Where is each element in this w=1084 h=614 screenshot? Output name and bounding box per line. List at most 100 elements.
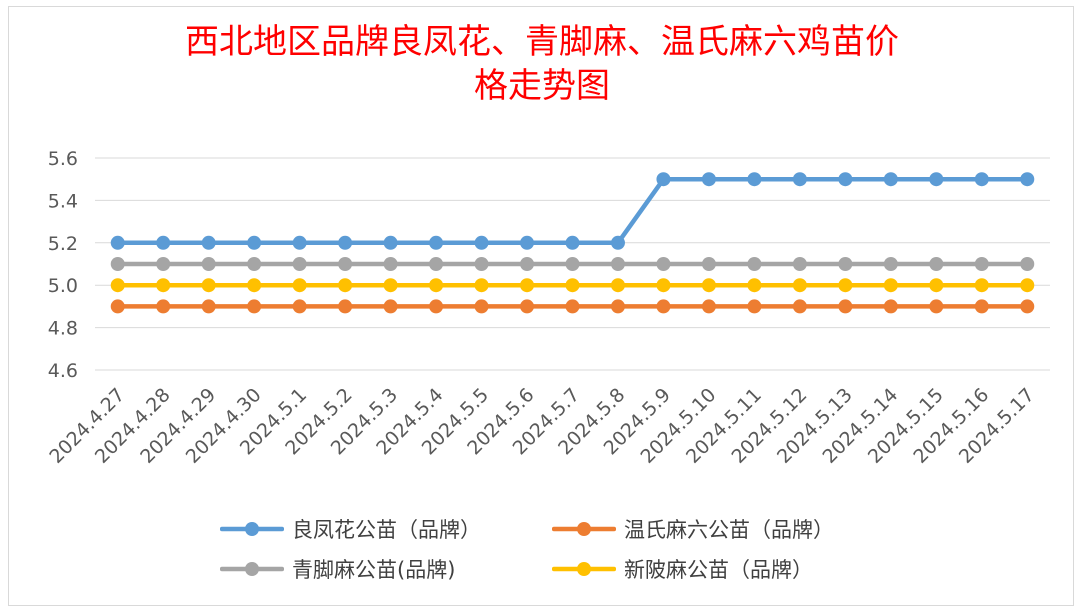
- data-point: [701, 299, 716, 314]
- data-point: [838, 172, 853, 187]
- data-point: [656, 257, 671, 271]
- legend-item[interactable]: 良凤花公苗（品牌）: [220, 514, 481, 544]
- data-point: [883, 257, 898, 271]
- data-point: [110, 235, 125, 250]
- data-point: [792, 172, 807, 187]
- data-point: [338, 257, 353, 271]
- data-point: [792, 257, 807, 271]
- series-line: [115, 176, 1030, 246]
- data-point: [565, 235, 580, 250]
- legend-item[interactable]: 青脚麻公苗(品牌): [220, 554, 455, 584]
- data-point: [156, 299, 171, 314]
- data-point: [429, 278, 444, 293]
- data-point: [656, 278, 671, 293]
- series-0: [110, 172, 1035, 250]
- data-point: [474, 299, 489, 314]
- data-point: [156, 235, 171, 250]
- data-point: [701, 278, 716, 293]
- chart-title: 西北地区品牌良凤花、青脚麻、温氏麻六鸡苗价 格走势图: [0, 20, 1084, 108]
- data-point: [565, 257, 580, 271]
- data-point: [338, 299, 353, 314]
- data-point: [792, 299, 807, 314]
- legend-label: 温氏麻六公苗（品牌）: [624, 518, 834, 542]
- data-point: [656, 299, 671, 314]
- data-point: [201, 278, 216, 293]
- data-point: [883, 172, 898, 187]
- y-tick-label: 5.6: [48, 148, 78, 170]
- data-point: [292, 278, 307, 293]
- legend-swatch: [220, 562, 284, 576]
- data-point: [520, 235, 535, 250]
- data-point: [929, 257, 944, 271]
- y-tick-label: 5.4: [48, 190, 78, 212]
- data-point: [156, 257, 171, 271]
- data-point: [838, 299, 853, 314]
- data-point: [474, 235, 489, 250]
- data-point: [929, 278, 944, 293]
- data-point: [429, 257, 444, 271]
- data-point: [610, 257, 625, 271]
- series-1: [110, 299, 1035, 314]
- data-point: [929, 172, 944, 187]
- legend-label: 新陂麻公苗（品牌）: [624, 558, 813, 582]
- data-point: [610, 299, 625, 314]
- data-point: [247, 278, 262, 293]
- data-point: [701, 172, 716, 187]
- chart-title-line-2: 格走势图: [474, 66, 610, 106]
- data-point: [338, 278, 353, 293]
- data-point: [1020, 257, 1035, 271]
- data-point: [383, 278, 398, 293]
- chart-title-line-1: 西北地区品牌良凤花、青脚麻、温氏麻六鸡苗价: [185, 22, 899, 62]
- data-point: [565, 278, 580, 293]
- data-point: [974, 278, 989, 293]
- data-point: [565, 299, 580, 314]
- data-point: [110, 257, 125, 271]
- series-3: [110, 278, 1035, 293]
- data-point: [520, 299, 535, 314]
- legend-swatch: [552, 562, 616, 576]
- legend-item[interactable]: 新陂麻公苗（品牌）: [552, 554, 813, 584]
- data-point: [1020, 278, 1035, 293]
- data-point: [747, 278, 762, 293]
- data-point: [383, 257, 398, 271]
- y-axis: 4.6 4.8 5.0 5.2 5.4 5.6: [48, 148, 78, 382]
- legend-swatch: [552, 522, 616, 536]
- legend-label: 良凤花公苗（品牌）: [292, 518, 481, 542]
- legend-item[interactable]: 温氏麻六公苗（品牌）: [552, 514, 834, 544]
- data-point: [474, 257, 489, 271]
- data-point: [247, 235, 262, 250]
- data-point: [110, 299, 125, 314]
- data-point: [247, 257, 262, 271]
- data-point: [838, 278, 853, 293]
- data-point: [429, 235, 444, 250]
- data-point: [747, 172, 762, 187]
- x-axis: 2024.4.272024.4.282024.4.292024.4.302024…: [45, 384, 1038, 468]
- data-point: [656, 172, 671, 187]
- y-tick-label: 4.6: [48, 360, 78, 382]
- data-point: [747, 257, 762, 271]
- data-point: [474, 278, 489, 293]
- data-point: [1020, 172, 1035, 187]
- data-point: [974, 257, 989, 271]
- legend-label: 青脚麻公苗(品牌): [292, 558, 456, 582]
- data-point: [383, 235, 398, 250]
- data-point: [792, 278, 807, 293]
- data-point: [292, 235, 307, 250]
- series-2: [110, 257, 1035, 271]
- y-tick-label: 4.8: [48, 318, 78, 340]
- data-point: [201, 299, 216, 314]
- data-point: [156, 278, 171, 293]
- data-point: [929, 299, 944, 314]
- y-tick-label: 5.2: [48, 233, 78, 255]
- data-point: [838, 257, 853, 271]
- data-point: [201, 235, 216, 250]
- data-point: [292, 299, 307, 314]
- data-point: [338, 235, 353, 250]
- data-point: [610, 235, 625, 250]
- data-point: [747, 299, 762, 314]
- data-point: [520, 278, 535, 293]
- data-point: [110, 278, 125, 293]
- data-point: [1020, 299, 1035, 314]
